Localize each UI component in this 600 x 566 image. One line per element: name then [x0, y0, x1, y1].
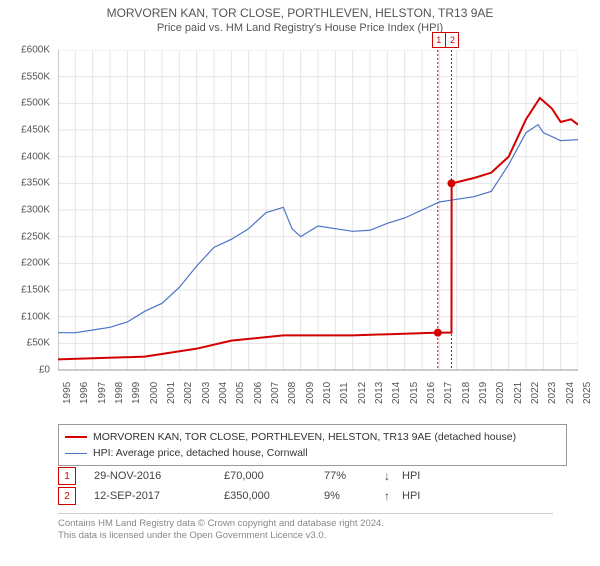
x-tick-label: 2006 — [253, 382, 264, 404]
marker-label: 2 — [445, 32, 459, 48]
transaction-marker-box: 1 — [58, 467, 76, 485]
x-tick-label: 2022 — [530, 382, 541, 404]
transaction-table: 1 29-NOV-2016£70,00077%↓HPI 2 12-SEP-2017£3… — [58, 466, 442, 506]
y-tick-label: £150K — [21, 285, 50, 296]
chart-subtitle: Price paid vs. HM Land Registry's House … — [0, 22, 600, 34]
x-tick-label: 2016 — [426, 382, 437, 404]
transaction-arrow-icon: ↓ — [384, 469, 402, 483]
transaction-arrow-icon: ↑ — [384, 489, 402, 503]
x-tick-label: 2000 — [149, 382, 160, 404]
y-tick-label: £0 — [39, 365, 50, 376]
x-tick-label: 2005 — [235, 382, 246, 404]
x-tick-label: 2008 — [287, 382, 298, 404]
legend-swatch — [65, 436, 87, 438]
x-tick-label: 1998 — [114, 382, 125, 404]
legend-swatch — [65, 453, 87, 454]
chart-title: MORVOREN KAN, TOR CLOSE, PORTHLEVEN, HEL… — [0, 6, 600, 20]
y-tick-label: £600K — [21, 45, 50, 56]
y-tick-label: £50K — [27, 338, 50, 349]
x-tick-label: 1999 — [131, 382, 142, 404]
x-tick-label: 2011 — [339, 382, 350, 404]
transaction-date: 29-NOV-2016 — [94, 470, 224, 482]
transaction-pct: 9% — [324, 490, 384, 502]
transaction-date: 12-SEP-2017 — [94, 490, 224, 502]
x-tick-label: 2017 — [443, 382, 454, 404]
legend-item: MORVOREN KAN, TOR CLOSE, PORTHLEVEN, HEL… — [65, 429, 560, 445]
x-tick-label: 2009 — [305, 382, 316, 404]
y-tick-label: £200K — [21, 258, 50, 269]
transaction-pct: 77% — [324, 470, 384, 482]
y-tick-label: £100K — [21, 311, 50, 322]
transaction-row: 2 12-SEP-2017£350,0009%↑HPI — [58, 486, 442, 506]
x-tick-label: 2003 — [201, 382, 212, 404]
x-tick-label: 2019 — [478, 382, 489, 404]
legend-item: HPI: Average price, detached house, Corn… — [65, 445, 560, 461]
x-tick-label: 2002 — [183, 382, 194, 404]
x-tick-label: 2001 — [166, 382, 177, 404]
x-tick-label: 2025 — [582, 382, 593, 404]
legend-label: HPI: Average price, detached house, Corn… — [93, 447, 308, 459]
separator — [58, 513, 553, 514]
y-tick-label: £300K — [21, 205, 50, 216]
x-tick-label: 2020 — [495, 382, 506, 404]
x-tick-label: 2023 — [547, 382, 558, 404]
x-tick-label: 1996 — [79, 382, 90, 404]
transaction-row: 1 29-NOV-2016£70,00077%↓HPI — [58, 466, 442, 486]
x-tick-label: 2024 — [565, 382, 576, 404]
legend: MORVOREN KAN, TOR CLOSE, PORTHLEVEN, HEL… — [58, 424, 567, 466]
transaction-marker-box: 2 — [58, 487, 76, 505]
x-tick-label: 2007 — [270, 382, 281, 404]
y-tick-label: £450K — [21, 125, 50, 136]
x-tick-label: 1995 — [62, 382, 73, 404]
x-tick-label: 2004 — [218, 382, 229, 404]
x-tick-label: 2014 — [391, 382, 402, 404]
chart-svg — [58, 50, 578, 378]
legend-label: MORVOREN KAN, TOR CLOSE, PORTHLEVEN, HEL… — [93, 431, 516, 443]
y-tick-label: £500K — [21, 98, 50, 109]
x-tick-label: 1997 — [97, 382, 108, 404]
x-tick-label: 2013 — [374, 382, 385, 404]
y-tick-label: £250K — [21, 231, 50, 242]
x-tick-label: 2018 — [461, 382, 472, 404]
transaction-vs: HPI — [402, 470, 442, 482]
marker-label: 1 — [432, 32, 446, 48]
x-tick-label: 2012 — [357, 382, 368, 404]
transaction-price: £350,000 — [224, 490, 324, 502]
transaction-vs: HPI — [402, 490, 442, 502]
footer: Contains HM Land Registry data © Crown c… — [58, 518, 384, 543]
y-tick-label: £400K — [21, 151, 50, 162]
x-tick-label: 2015 — [409, 382, 420, 404]
x-tick-label: 2010 — [322, 382, 333, 404]
y-tick-label: £550K — [21, 71, 50, 82]
transaction-price: £70,000 — [224, 470, 324, 482]
footer-line1: Contains HM Land Registry data © Crown c… — [58, 518, 384, 530]
footer-line2: This data is licensed under the Open Gov… — [58, 530, 384, 542]
plot-area: £0 £50K £100K £150K £200K £250K £300K £350K £400… — [10, 50, 590, 410]
x-tick-label: 2021 — [513, 382, 524, 404]
y-tick-label: £350K — [21, 178, 50, 189]
